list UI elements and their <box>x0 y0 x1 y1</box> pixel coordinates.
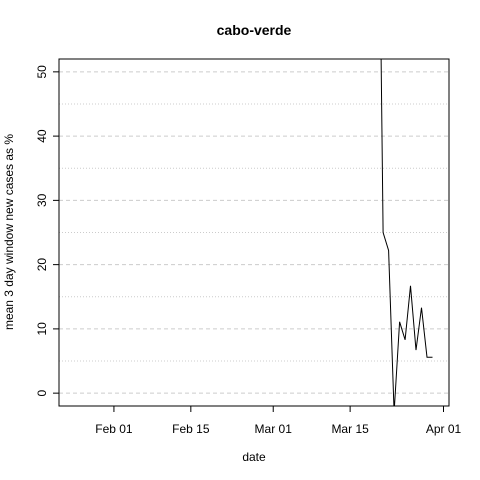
x-tick-label: Feb 01 <box>95 422 133 436</box>
x-axis: Feb 01 Feb 15 Mar 01 Mar 15 Apr 01 <box>95 406 461 436</box>
x-axis-label: date <box>242 450 266 464</box>
plot-area <box>378 0 433 412</box>
x-tick-label: Mar 01 <box>255 422 293 436</box>
x-tick-label: Apr 01 <box>426 422 462 436</box>
y-tick-label: 50 <box>35 65 49 79</box>
y-tick-label: 30 <box>35 193 49 207</box>
y-tick-label: 10 <box>35 322 49 336</box>
y-tick-label: 40 <box>35 129 49 143</box>
y-tick-label: 20 <box>35 258 49 272</box>
y-tick-label: 0 <box>35 389 49 396</box>
grid <box>59 72 449 393</box>
x-tick-label: Mar 15 <box>331 422 369 436</box>
x-tick-label: Feb 15 <box>172 422 210 436</box>
y-axis: 0 10 20 30 40 50 <box>35 65 59 397</box>
y-axis-label: mean 3 day window new cases as % <box>2 134 16 330</box>
series-line <box>378 0 433 412</box>
chart-title: cabo-verde <box>217 22 292 38</box>
